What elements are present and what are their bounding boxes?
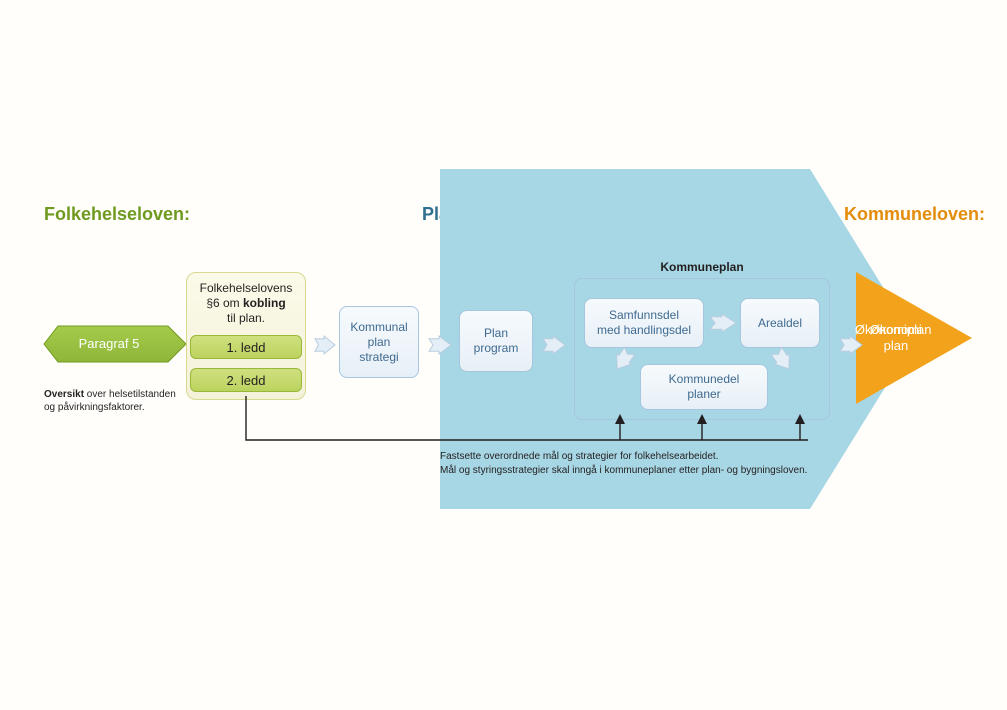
diagram-canvas: Folkehelseloven:Plan- og bygningsloven (…: [0, 0, 1007, 710]
feedback-caption-1: Fastsette overordnede mål og strategier …: [440, 450, 807, 464]
feedback-caption-2: Mål og styringsstrategier skal inngå i k…: [440, 464, 807, 478]
feedback-caption: Fastsette overordnede mål og strategier …: [440, 450, 807, 477]
feedback-line: [0, 0, 1007, 710]
